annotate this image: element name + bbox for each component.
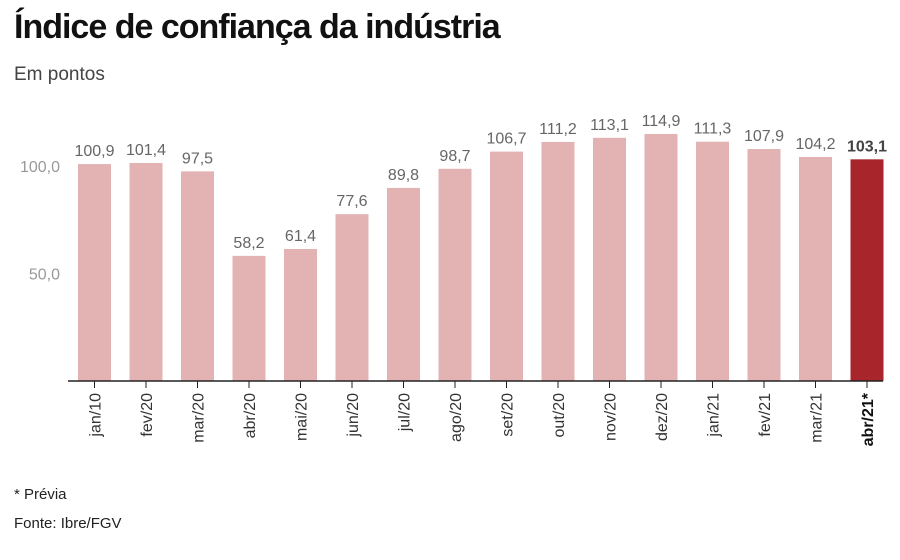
bar xyxy=(181,171,214,381)
bar xyxy=(129,162,163,381)
x-tick-label: ago/20 xyxy=(448,393,465,442)
x-tick-label: set/20 xyxy=(500,393,517,437)
bar-value-label: 106,7 xyxy=(486,131,526,148)
bar xyxy=(335,214,369,381)
footnote: * Prévia xyxy=(14,486,67,503)
x-tick-label: fev/21 xyxy=(757,393,774,437)
x-tick-label: abr/21* xyxy=(860,392,877,446)
bar xyxy=(644,133,678,381)
bar-value-label: 113,1 xyxy=(590,117,629,134)
x-tick-label: dez/20 xyxy=(654,393,671,441)
bar-value-label: 98,7 xyxy=(439,148,470,165)
bar-value-label: 111,3 xyxy=(694,121,732,138)
bar xyxy=(78,164,111,381)
bar xyxy=(438,168,472,381)
bar-value-label: 58,2 xyxy=(233,235,264,252)
bar-value-label: 107,9 xyxy=(744,128,784,145)
bar-value-label: 61,4 xyxy=(285,228,316,245)
bar-value-label: 111,2 xyxy=(539,121,577,138)
bar-value-label: 97,5 xyxy=(182,150,213,167)
bar xyxy=(387,187,420,381)
x-tick-label: mai/20 xyxy=(294,393,311,441)
bar-value-label: 77,6 xyxy=(336,193,367,210)
bar xyxy=(799,156,832,381)
bar-value-label: 104,2 xyxy=(795,136,835,153)
x-tick-label: jan/10 xyxy=(88,393,105,438)
chart-title: Índice de confiança da indústria xyxy=(14,8,501,46)
x-tick-label: nov/20 xyxy=(603,393,620,441)
bar xyxy=(490,151,523,381)
x-tick-label: fev/20 xyxy=(139,393,156,437)
bar-value-label: 89,8 xyxy=(388,167,419,184)
x-tick-label: out/20 xyxy=(551,393,568,438)
x-tick-label: mar/20 xyxy=(191,393,208,443)
chart-subtitle: Em pontos xyxy=(14,64,105,85)
bar-highlighted xyxy=(850,159,884,381)
source-note: Fonte: Ibre/FGV xyxy=(14,515,122,532)
bar xyxy=(593,137,626,381)
bar xyxy=(696,141,729,381)
y-tick-label: 50,0 xyxy=(29,267,60,284)
bar xyxy=(747,149,781,381)
x-tick-label: jul/20 xyxy=(397,393,414,432)
bar-value-label: 100,9 xyxy=(74,143,114,160)
bar-value-label: 101,4 xyxy=(126,142,166,159)
bar-value-label: 114,9 xyxy=(642,113,681,130)
bar-value-label: 103,1 xyxy=(847,138,887,155)
bar-chart: 50,0 100,0 100,9 jan/10 101,4 fev/20 97,5 mar/2… xyxy=(20,113,887,446)
y-tick-label: 100,0 xyxy=(20,159,60,176)
x-tick-label: abr/20 xyxy=(242,393,259,438)
bar xyxy=(541,141,575,381)
bar xyxy=(232,255,266,381)
x-tick-label: jun/20 xyxy=(345,393,362,438)
x-tick-label: jan/21 xyxy=(706,393,723,438)
bar xyxy=(284,248,317,381)
x-tick-label: mar/21 xyxy=(809,393,826,443)
